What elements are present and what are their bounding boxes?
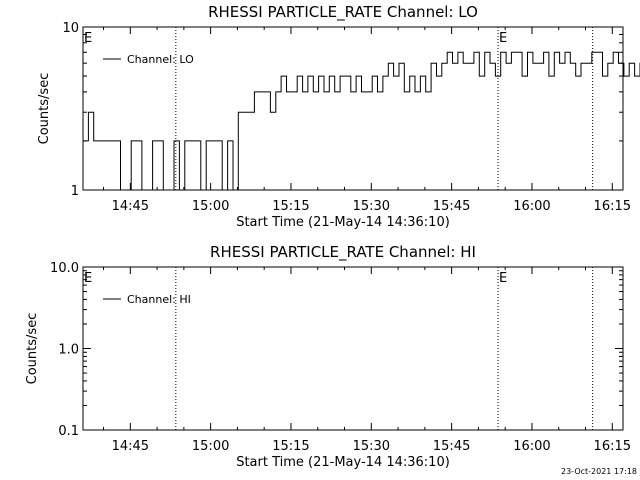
- plot-frame: [82, 266, 624, 431]
- x-tick-label: 14:45: [112, 199, 149, 214]
- x-tick-label: 16:15: [594, 199, 631, 214]
- legend-label: Channel: HI: [127, 293, 191, 306]
- x-tick-label: 15:30: [353, 199, 390, 214]
- lo-channel-panel: RHESSI PARTICLE_RATE Channel: LO 14:45 15:…: [37, 3, 640, 230]
- x-tick-label: 14:45: [112, 439, 149, 454]
- chart-title: RHESSI PARTICLE_RATE Channel: LO: [208, 3, 478, 22]
- plot-frame: [82, 26, 624, 191]
- x-tick-label: 16:15: [594, 439, 631, 454]
- y-axis-label: Counts/sec: [25, 313, 40, 385]
- y-tick-label: 1: [71, 184, 79, 199]
- x-tick-label: 15:00: [192, 439, 229, 454]
- x-tick-label: 15:45: [433, 199, 470, 214]
- y-tick-label: 10.0: [50, 261, 79, 276]
- event-marker-label: E: [84, 31, 92, 46]
- x-tick-label: 15:15: [272, 199, 309, 214]
- y-axis-label: Counts/sec: [37, 73, 52, 145]
- generation-timestamp: 23-Oct-2021 17:18: [561, 467, 637, 476]
- x-axis-label: Start Time (21-May-14 14:36:10): [236, 215, 450, 230]
- event-marker-label: E: [84, 271, 92, 286]
- hi-channel-panel: RHESSI PARTICLE_RATE Channel: HI 14:45 15:…: [25, 243, 631, 470]
- x-axis-label: Start Time (21-May-14 14:36:10): [236, 455, 450, 470]
- y-tick-label: 0.1: [58, 424, 79, 439]
- chart-title: RHESSI PARTICLE_RATE Channel: HI: [210, 243, 476, 262]
- y-tick-label: 10: [62, 21, 79, 36]
- event-marker-label: E: [499, 271, 507, 286]
- x-tick-label: 16:00: [513, 439, 550, 454]
- event-marker-label: E: [499, 31, 507, 46]
- series-line: [83, 51, 640, 191]
- x-tick-label: 15:45: [433, 439, 470, 454]
- x-tick-label: 15:30: [353, 439, 390, 454]
- x-tick-label: 16:00: [513, 199, 550, 214]
- x-tick-label: 15:15: [272, 439, 309, 454]
- legend-label: Channel: LO: [127, 53, 194, 66]
- y-tick-label: 1.0: [58, 343, 79, 358]
- x-tick-label: 15:00: [192, 199, 229, 214]
